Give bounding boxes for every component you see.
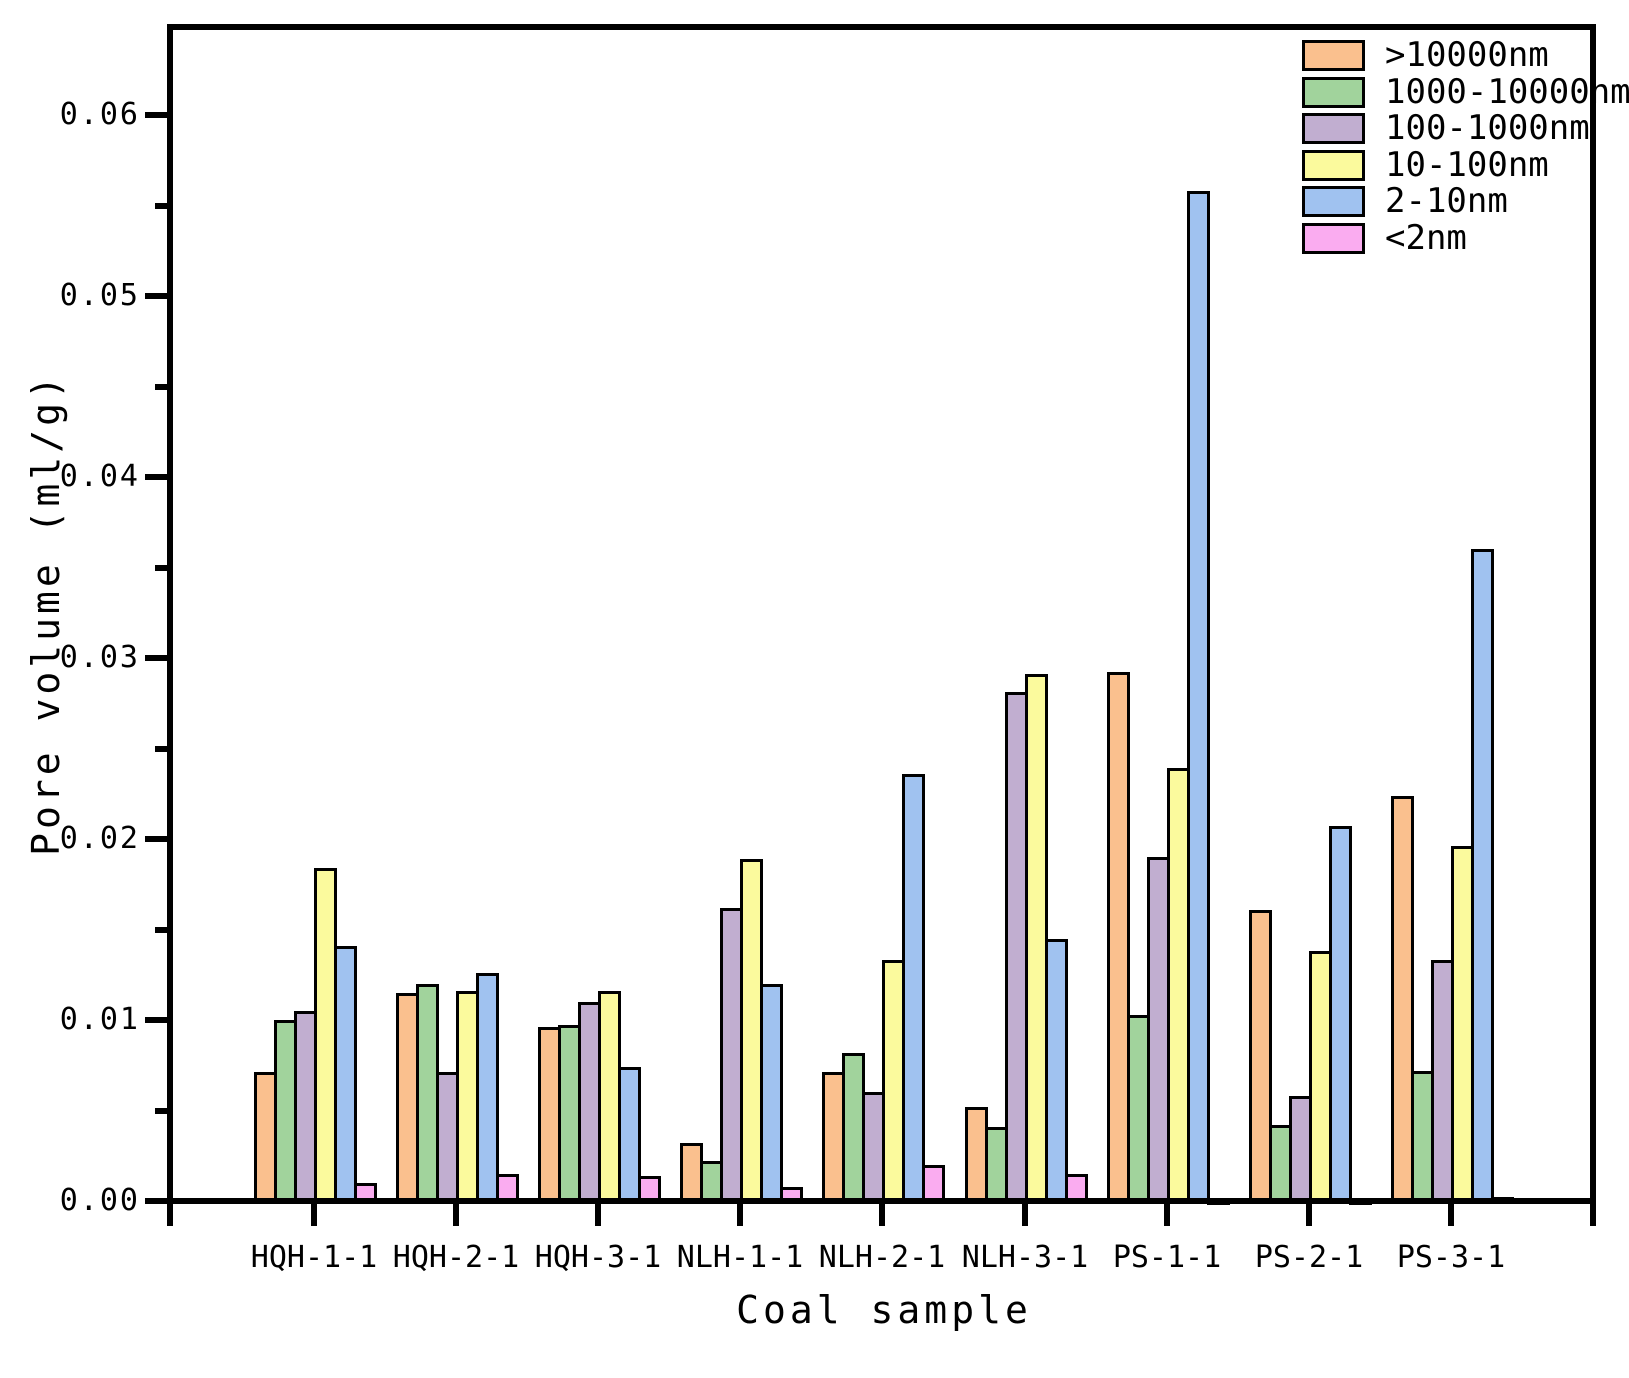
bar xyxy=(780,1187,803,1201)
y-axis-minor-tick xyxy=(155,202,167,209)
plot-frame xyxy=(167,24,1596,1204)
legend-label-5: 2-10nm xyxy=(1385,181,1508,221)
x-axis-tick xyxy=(879,1204,885,1226)
y-axis-major-tick xyxy=(145,112,167,118)
legend-label-6: <2nm xyxy=(1385,218,1467,258)
bar xyxy=(1491,1197,1514,1203)
x-axis-tick xyxy=(1590,1204,1596,1226)
x-axis-tick xyxy=(167,1204,173,1226)
bar xyxy=(902,774,925,1201)
y-axis-minor-tick xyxy=(155,564,167,571)
bar xyxy=(1107,672,1130,1201)
x-category-label: HQH-2-1 xyxy=(392,1240,520,1275)
bar xyxy=(1025,674,1048,1201)
legend-swatch-2 xyxy=(1302,77,1365,108)
y-axis-minor-tick xyxy=(155,1107,167,1114)
bar xyxy=(638,1176,661,1201)
y-tick-label: 0.00 xyxy=(59,1183,140,1218)
bar xyxy=(1349,1199,1372,1205)
bar xyxy=(760,984,783,1201)
x-axis-tick xyxy=(595,1204,601,1226)
y-axis-major-tick xyxy=(145,836,167,842)
x-category-label: HQH-3-1 xyxy=(534,1240,662,1275)
bar xyxy=(1329,826,1352,1201)
legend-swatch-1 xyxy=(1302,40,1365,71)
y-axis-major-tick xyxy=(145,1017,167,1023)
x-category-label: NLH-2-1 xyxy=(818,1240,946,1275)
x-axis-tick xyxy=(1022,1204,1028,1226)
y-axis-minor-tick xyxy=(155,745,167,752)
x-axis-tick xyxy=(737,1204,743,1226)
x-category-label: NLH-3-1 xyxy=(961,1240,1089,1275)
x-category-label: PS-3-1 xyxy=(1396,1240,1506,1275)
bar xyxy=(1249,910,1272,1201)
legend-label-1: >10000nm xyxy=(1385,35,1549,75)
y-tick-label: 0.03 xyxy=(59,640,140,675)
y-tick-label: 0.06 xyxy=(59,97,140,132)
y-tick-label: 0.05 xyxy=(59,278,140,313)
bar xyxy=(618,1067,641,1201)
legend-label-2: 1000-10000nm xyxy=(1385,72,1629,112)
bar xyxy=(496,1174,519,1201)
bar xyxy=(922,1165,945,1201)
y-tick-label: 0.04 xyxy=(59,459,140,494)
bar xyxy=(1391,796,1414,1201)
x-category-label: PS-1-1 xyxy=(1112,1240,1222,1275)
y-axis-minor-tick xyxy=(155,383,167,390)
legend-label-4: 10-100nm xyxy=(1385,145,1549,185)
y-tick-label: 0.01 xyxy=(59,1002,140,1037)
x-axis-tick xyxy=(1448,1204,1454,1226)
x-axis-tick xyxy=(1164,1204,1170,1226)
x-axis-title: Coal sample xyxy=(736,1288,1032,1332)
bar xyxy=(476,973,499,1201)
bar xyxy=(1207,1199,1230,1205)
bar xyxy=(1471,549,1494,1201)
bar xyxy=(354,1183,377,1201)
y-tick-label: 0.02 xyxy=(59,821,140,856)
bar xyxy=(334,946,357,1201)
x-axis-tick xyxy=(1306,1204,1312,1226)
y-axis-major-tick xyxy=(145,1198,167,1204)
x-category-label: HQH-1-1 xyxy=(250,1240,378,1275)
legend-label-3: 100-1000nm xyxy=(1385,108,1590,148)
bar xyxy=(1045,939,1068,1201)
legend-swatch-3 xyxy=(1302,113,1365,144)
x-category-label: PS-2-1 xyxy=(1254,1240,1364,1275)
legend-swatch-5 xyxy=(1302,186,1365,217)
legend-swatch-6 xyxy=(1302,223,1365,254)
y-axis-major-tick xyxy=(145,655,167,661)
bar xyxy=(1187,191,1210,1201)
x-axis-tick xyxy=(453,1204,459,1226)
y-axis-major-tick xyxy=(145,474,167,480)
y-axis-major-tick xyxy=(145,293,167,299)
x-category-label: NLH-1-1 xyxy=(676,1240,804,1275)
y-axis-minor-tick xyxy=(155,926,167,933)
legend-swatch-4 xyxy=(1302,150,1365,181)
x-axis-tick xyxy=(311,1204,317,1226)
bar xyxy=(1065,1174,1088,1201)
